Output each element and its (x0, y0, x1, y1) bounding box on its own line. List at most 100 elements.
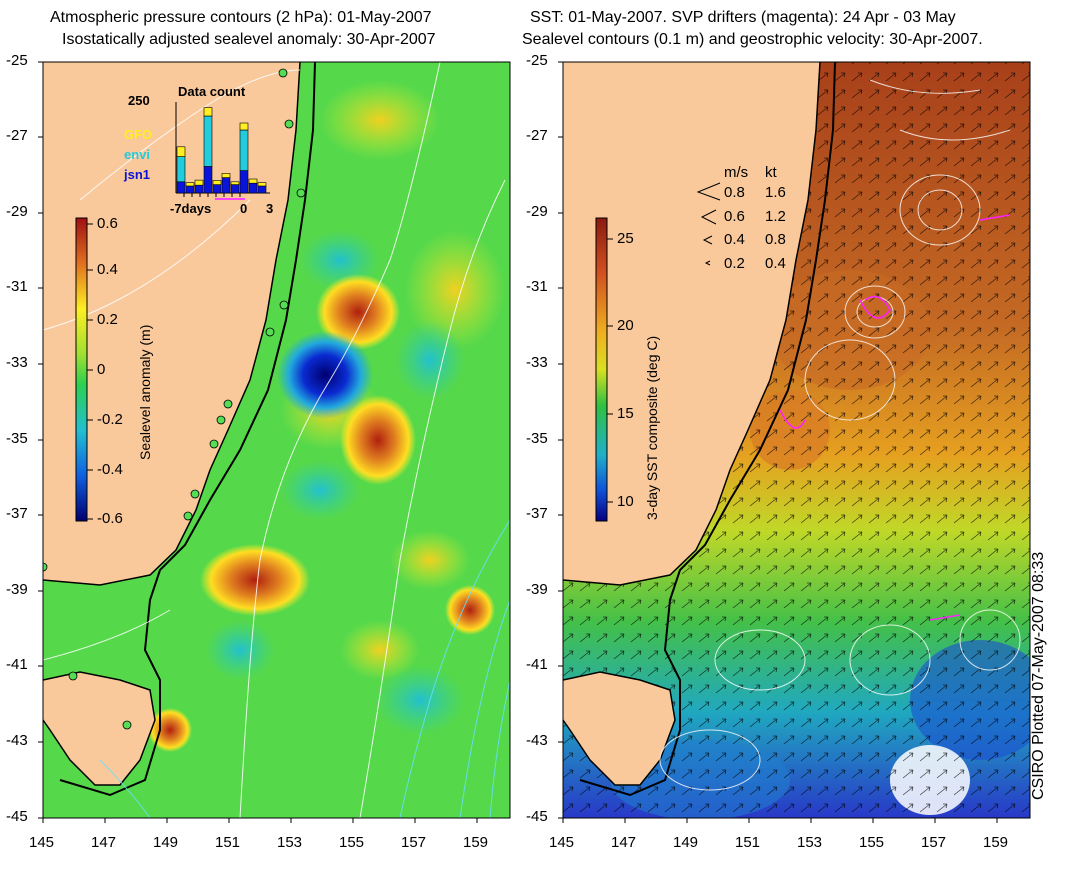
right-title-line2: Sealevel contours (0.1 m) and geostrophi… (522, 31, 983, 48)
x-tick-label: 159 (463, 834, 489, 851)
x-tick-label: 155 (339, 834, 365, 851)
speed-legend-kt: 1.6 (765, 184, 786, 201)
sst-tick: 20 (617, 317, 634, 334)
inset-bar-jsn1 (176, 181, 186, 194)
credit-label: CSIRO Plotted 07-May-2007 08:33 (1030, 551, 1047, 800)
legend-jsn1: jsn1 (124, 167, 151, 182)
inset-bar-jsn1 (230, 184, 240, 194)
speed-legend-kt: 1.2 (765, 208, 786, 225)
inset-bar-jsn1 (221, 177, 231, 194)
y-tick-label: -35 (6, 430, 28, 447)
inset-bar-gfo (257, 182, 267, 187)
left-title-line1: Atmospheric pressure contours (2 hPa): 0… (50, 9, 432, 26)
x-tick-label: 151 (735, 834, 761, 851)
y-tick-label: -43 (6, 732, 28, 749)
y-tick-label: -31 (6, 278, 28, 295)
sst-tick: 15 (617, 405, 634, 422)
inset-bar-gfo (230, 181, 240, 185)
x-tick-label: 147 (611, 834, 637, 851)
sla-tick: 0.4 (97, 261, 118, 278)
left-title-line2: Isostatically adjusted sealevel anomaly:… (62, 31, 436, 48)
x-tick-label: 149 (673, 834, 699, 851)
y-tick-label: -45 (526, 808, 548, 825)
y-tick-label: -37 (526, 505, 548, 522)
inset-title: Data count (178, 84, 246, 99)
right-title-line1: SST: 01-May-2007. SVP drifters (magenta)… (530, 9, 956, 26)
inset-bar-gfo (212, 180, 222, 185)
y-tick-label: -41 (526, 656, 548, 673)
y-tick-label: -25 (6, 52, 28, 69)
y-tick-label: -37 (6, 505, 28, 522)
sla-colorbar (75, 217, 88, 522)
x-tick-label: 159 (983, 834, 1009, 851)
x-tick-label: 157 (401, 834, 427, 851)
x-tick-label: 145 (29, 834, 55, 851)
inset-bar-gfo (185, 182, 195, 187)
x-tick-label: 147 (91, 834, 117, 851)
sla-tick: -0.6 (97, 510, 123, 527)
inset-bar-jsn1 (239, 170, 249, 194)
data-count-inset (175, 102, 270, 200)
inset-y-tick: 250 (128, 93, 150, 108)
y-tick-label: -27 (526, 127, 548, 144)
sst-colorbar-label: 3-day SST composite (deg C) (644, 335, 660, 520)
speed-legend-kt: 0.8 (765, 231, 786, 248)
inset-bar-gfo (203, 107, 213, 117)
sla-tick: 0.2 (97, 311, 118, 328)
speed-legend-header: m/s (724, 164, 749, 181)
inset-bar-gfo (176, 146, 186, 157)
y-tick-label: -39 (526, 581, 548, 598)
speed-legend-ms: 0.8 (724, 184, 745, 201)
y-tick-label: -25 (526, 52, 548, 69)
x-tick-label: 153 (797, 834, 823, 851)
speed-legend-kt: 0.4 (765, 255, 786, 272)
inset-bar-jsn1 (257, 185, 267, 194)
sla-tick: 0.6 (97, 215, 118, 232)
speed-legend-ms: 0.4 (724, 231, 745, 248)
inset-x-tick: -7days (170, 201, 212, 216)
sla-colorbar-label: Sealevel anomaly (m) (137, 324, 153, 460)
speed-legend-header: kt (765, 164, 777, 181)
y-tick-label: -43 (526, 732, 548, 749)
inset-bar-gfo (248, 178, 258, 184)
sst-tick: 10 (617, 493, 634, 510)
sla-tick: 0 (97, 361, 106, 378)
y-tick-label: -27 (6, 127, 28, 144)
inset-bar-jsn1 (185, 185, 195, 194)
legend-envi: envi (124, 147, 151, 162)
y-tick-label: -33 (526, 354, 548, 371)
inset-bar-gfo (194, 179, 204, 186)
inset-bar-jsn1 (203, 166, 213, 194)
speed-legend-arrows (696, 182, 721, 266)
x-tick-label: 151 (215, 834, 241, 851)
x-tick-label: 145 (549, 834, 575, 851)
y-tick-label: -31 (526, 278, 548, 295)
inset-x-tick: 0 (240, 201, 248, 216)
inset-bar-jsn1 (248, 182, 258, 194)
y-tick-label: -33 (6, 354, 28, 371)
sst-colorbar (595, 217, 608, 522)
speed-legend-ms: 0.2 (724, 255, 745, 272)
inset-bar-gfo (221, 173, 231, 178)
inset-x-tick: 3 (266, 201, 274, 216)
y-tick-label: -45 (6, 808, 28, 825)
y-tick-label: -29 (6, 203, 28, 220)
inset-bar-jsn1 (194, 184, 204, 194)
inset-bar-envi (176, 156, 186, 183)
x-tick-label: 149 (153, 834, 179, 851)
x-tick-label: 155 (859, 834, 885, 851)
sla-tick: -0.4 (97, 461, 123, 478)
inset-bar-gfo (239, 122, 249, 131)
inset-bar-envi (203, 115, 213, 167)
y-tick-label: -41 (6, 656, 28, 673)
legend-gfo: GFO (124, 127, 153, 142)
speed-legend-ms: 0.6 (724, 208, 745, 225)
x-tick-label: 153 (277, 834, 303, 851)
y-tick-label: -39 (6, 581, 28, 598)
sst-tick: 25 (617, 230, 634, 247)
inset-bar-jsn1 (212, 184, 222, 194)
inset-bar-envi (239, 129, 249, 171)
y-tick-label: -35 (526, 430, 548, 447)
sla-tick: -0.2 (97, 411, 123, 428)
